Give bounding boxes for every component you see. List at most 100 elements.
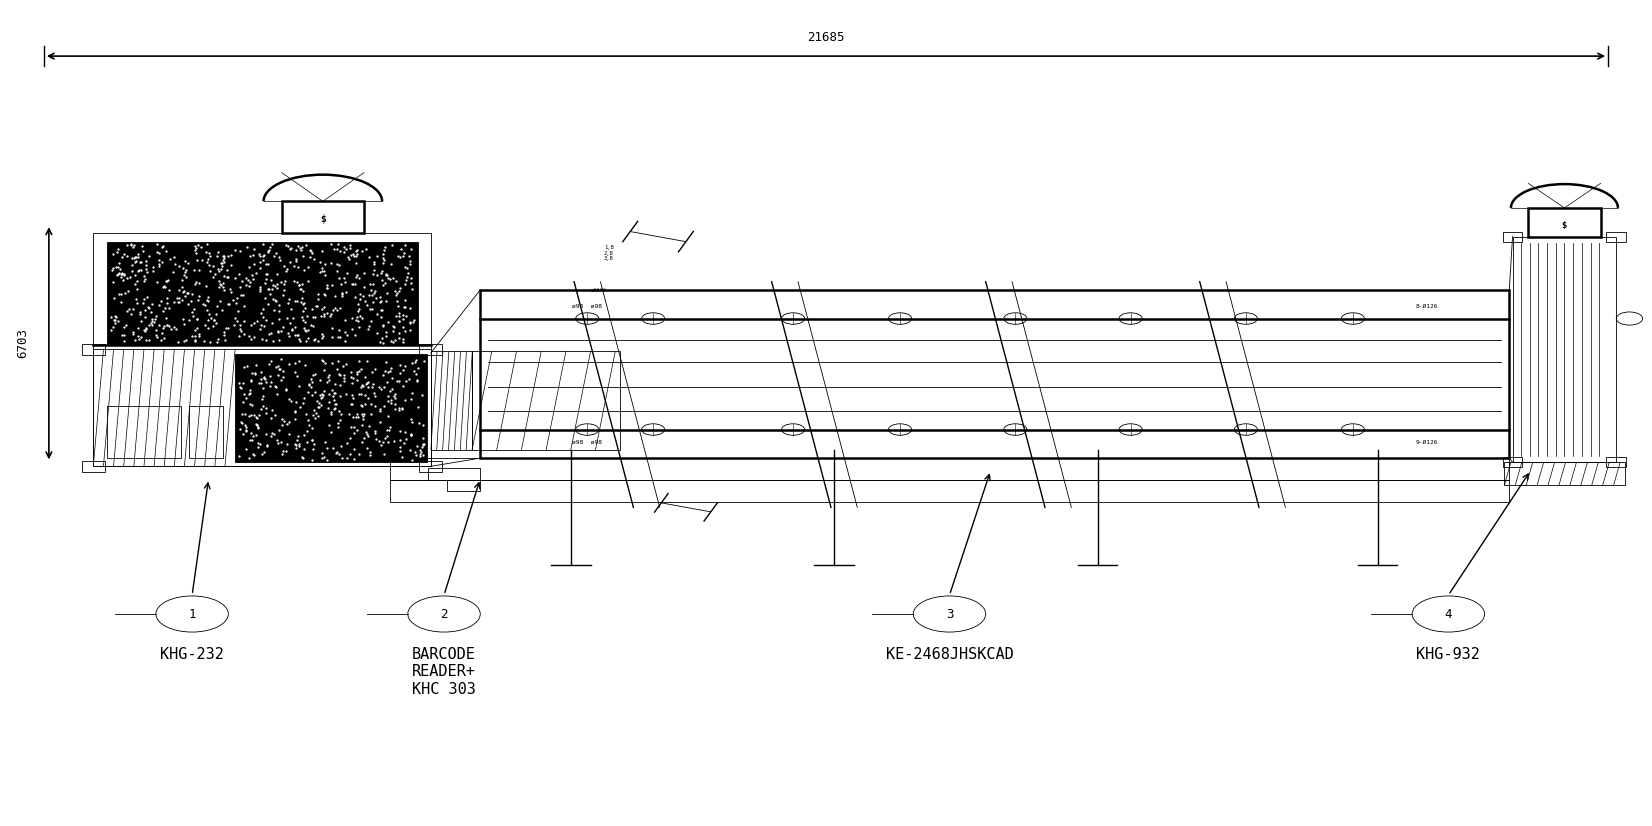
Point (251, 276, 278, 289)
Point (104, 260, 131, 273)
Point (390, 249, 416, 263)
Point (405, 401, 431, 414)
Point (170, 335, 197, 348)
Point (299, 421, 325, 434)
Point (408, 389, 434, 402)
Point (294, 260, 320, 273)
Point (297, 250, 324, 263)
Point (339, 366, 365, 379)
Point (324, 397, 350, 411)
Point (121, 251, 147, 264)
Point (135, 318, 162, 331)
Point (160, 320, 187, 334)
Point (307, 255, 334, 268)
Point (178, 306, 205, 319)
Point (165, 296, 192, 309)
Point (286, 282, 312, 296)
Point (388, 401, 415, 415)
Point (238, 408, 264, 421)
Bar (1606, 231, 1626, 241)
Bar (282, 202, 363, 232)
Point (197, 249, 223, 263)
Point (258, 282, 284, 296)
Point (195, 321, 221, 335)
Point (388, 450, 415, 463)
Point (243, 266, 269, 279)
Point (352, 295, 378, 308)
Point (377, 420, 403, 434)
Point (241, 316, 268, 330)
Point (157, 252, 183, 265)
Text: 3: 3 (945, 607, 953, 620)
Point (135, 333, 162, 346)
Point (294, 407, 320, 420)
Point (292, 239, 319, 252)
Point (263, 380, 289, 393)
Point (211, 283, 238, 297)
Point (410, 449, 436, 462)
Point (210, 249, 236, 263)
Point (312, 288, 339, 301)
Point (316, 401, 342, 415)
Point (112, 287, 139, 300)
Text: 9-Ø126: 9-Ø126 (1416, 440, 1439, 445)
Point (387, 433, 413, 446)
Point (375, 389, 401, 402)
Point (152, 301, 178, 315)
Point (304, 335, 330, 348)
Point (154, 274, 180, 287)
Point (244, 440, 271, 453)
Point (368, 303, 395, 316)
Point (226, 280, 253, 293)
Bar (93, 232, 431, 467)
Point (405, 361, 431, 374)
Point (269, 448, 296, 461)
Point (132, 254, 159, 268)
Point (109, 329, 135, 342)
Point (403, 439, 430, 453)
Point (380, 335, 406, 349)
Point (282, 412, 309, 425)
Point (373, 330, 400, 343)
Point (246, 247, 273, 260)
Point (261, 380, 287, 393)
Point (205, 245, 231, 259)
Point (180, 309, 206, 322)
Text: $: $ (320, 215, 325, 225)
Point (330, 368, 357, 382)
Point (205, 263, 231, 276)
Point (208, 278, 235, 292)
Point (238, 399, 264, 412)
Point (344, 270, 370, 283)
Point (373, 294, 400, 307)
Point (370, 319, 396, 332)
Point (329, 407, 355, 420)
Point (167, 292, 193, 305)
Point (206, 265, 233, 278)
Point (282, 406, 309, 419)
Point (339, 411, 365, 424)
Point (183, 254, 210, 267)
Point (400, 282, 426, 296)
Point (301, 320, 327, 333)
Point (362, 424, 388, 437)
Point (258, 326, 284, 339)
Point (187, 327, 213, 340)
Point (178, 287, 205, 301)
Point (111, 268, 137, 281)
Point (360, 377, 387, 391)
Point (206, 274, 233, 287)
Point (127, 307, 154, 320)
Point (387, 250, 413, 263)
Point (355, 250, 382, 263)
Point (150, 331, 177, 344)
Point (107, 268, 134, 281)
Point (291, 263, 317, 277)
Point (368, 331, 395, 344)
Point (177, 294, 203, 307)
Point (398, 429, 425, 442)
Point (205, 249, 231, 263)
Point (316, 387, 342, 401)
Point (317, 405, 344, 418)
Point (410, 431, 436, 444)
